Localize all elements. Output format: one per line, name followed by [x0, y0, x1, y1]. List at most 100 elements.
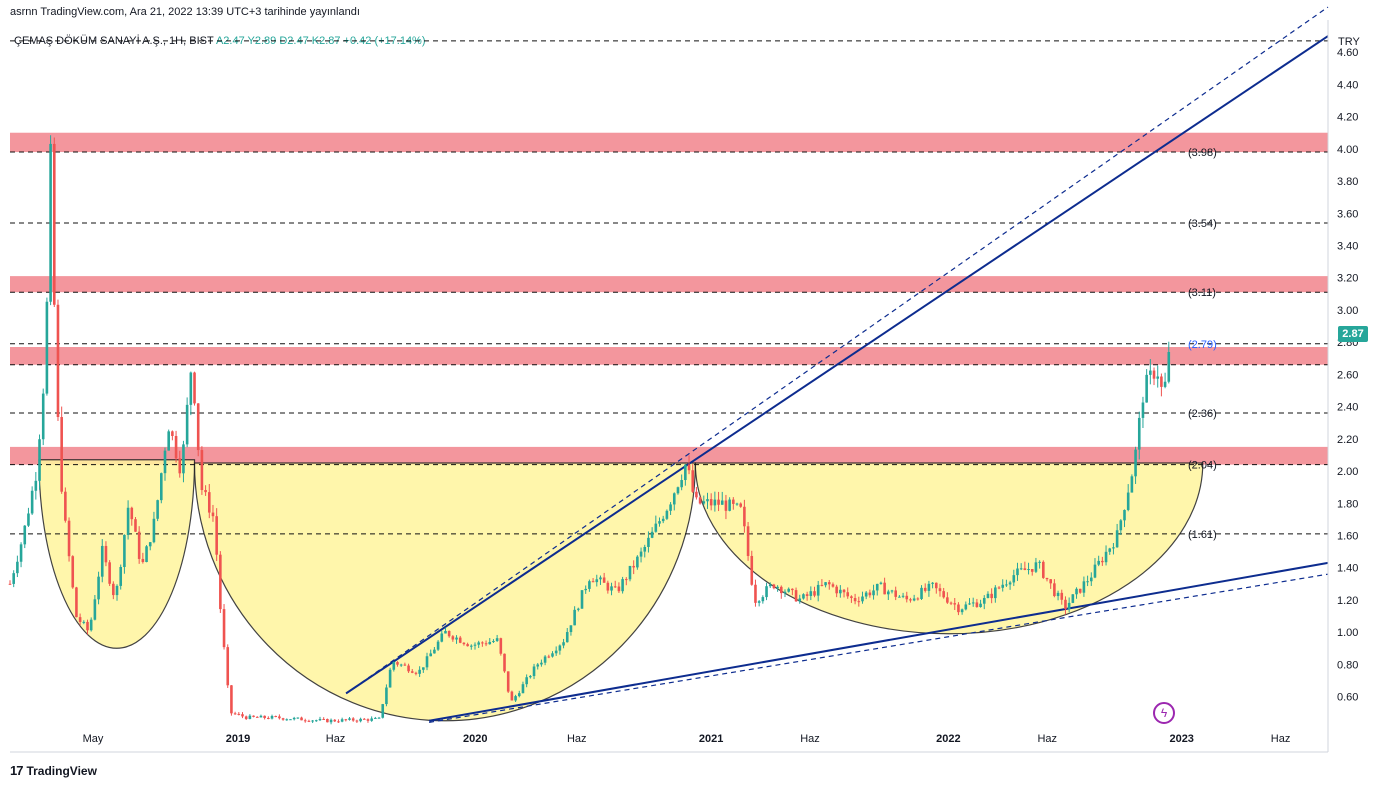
candle-body	[632, 565, 635, 568]
candle-body	[78, 617, 82, 622]
candle-body	[846, 592, 850, 597]
candle-body	[108, 562, 111, 584]
tradingview-logo-icon: 17	[10, 763, 24, 778]
candle-body	[237, 713, 241, 715]
candle-body	[636, 556, 639, 568]
candle-body	[1067, 602, 1071, 610]
candle-body	[728, 499, 731, 511]
candle-body	[12, 573, 15, 584]
candle-body	[241, 714, 244, 717]
candle-body	[410, 671, 414, 673]
candle-body	[1005, 584, 1008, 586]
candle-body	[267, 717, 270, 719]
candle-body	[200, 450, 204, 491]
lightning-icon[interactable]: ϟ	[1153, 702, 1175, 724]
candle-body	[1112, 547, 1115, 549]
candle-body	[481, 642, 484, 644]
candle-body	[831, 584, 835, 587]
candle-body	[45, 301, 49, 394]
candle-body	[669, 504, 672, 511]
candle-body	[577, 608, 580, 610]
candle-body	[34, 480, 38, 491]
candle-body	[543, 656, 547, 663]
candle-body	[606, 582, 610, 591]
candle-body	[643, 546, 647, 552]
candle-body	[152, 518, 156, 543]
candle-body	[754, 584, 757, 603]
candle-body	[1049, 579, 1052, 584]
candle-body	[492, 641, 495, 643]
candle-body	[765, 586, 768, 598]
candle-body	[691, 470, 695, 492]
candle-body	[403, 664, 407, 666]
candle-body	[318, 718, 322, 721]
candle-body	[130, 507, 134, 520]
x-tick-label-2: Haz	[326, 733, 346, 745]
candle-body	[842, 589, 846, 593]
candle-body	[418, 669, 421, 674]
candle-body	[385, 687, 388, 705]
candle-body	[698, 497, 702, 504]
candle-body	[861, 596, 864, 602]
candle-body	[824, 582, 827, 586]
candle-body	[732, 499, 735, 504]
candle-body	[263, 715, 266, 718]
candle-body	[285, 719, 289, 721]
candle-body	[1123, 509, 1126, 521]
candle-body	[222, 609, 226, 648]
candle-body	[56, 304, 60, 418]
candle-body	[1156, 376, 1160, 379]
candle-body	[916, 598, 920, 600]
candle-body	[82, 621, 86, 623]
candle-body	[337, 721, 340, 723]
candle-body	[613, 586, 617, 588]
candle-body	[757, 601, 761, 603]
candle-body	[506, 671, 510, 692]
candle-body	[791, 588, 794, 591]
y-tick-label-8: 3.00	[1337, 305, 1358, 317]
resistance-zone-3	[10, 446, 1328, 465]
candle-body	[997, 587, 1001, 589]
candle-body	[853, 598, 857, 602]
y-tick-label-15: 1.60	[1337, 531, 1358, 543]
candle-body	[809, 591, 813, 596]
candle-body	[647, 537, 650, 547]
candle-body	[1086, 581, 1089, 583]
candle-body	[794, 590, 798, 602]
candle-body	[392, 662, 396, 670]
candle-body	[451, 636, 455, 640]
candle-body	[230, 685, 233, 714]
candle-body	[93, 599, 97, 620]
candle-body	[1045, 577, 1049, 580]
candle-body	[189, 372, 193, 405]
candle-body	[278, 716, 281, 719]
candle-body	[750, 555, 754, 585]
candle-body	[126, 507, 130, 535]
candle-body	[1115, 530, 1119, 548]
candle-body	[1064, 599, 1067, 610]
candle-body	[466, 644, 469, 647]
candle-body	[289, 719, 292, 721]
y-tick-label-5: 3.60	[1337, 208, 1358, 220]
candle-body	[1126, 492, 1130, 510]
candle-body	[366, 719, 370, 721]
candle-body	[990, 593, 993, 599]
candle-body	[661, 518, 665, 522]
candle-body	[1134, 449, 1137, 477]
y-tick-label-3: 4.00	[1337, 144, 1358, 156]
candle-body	[599, 577, 602, 580]
candles	[8, 135, 1171, 725]
candle-body	[1082, 581, 1086, 593]
x-tick-label-7: 2022	[936, 733, 960, 745]
x-tick-label-0: May	[83, 733, 104, 745]
candle-body	[986, 593, 990, 598]
candle-body	[905, 595, 909, 600]
candle-body	[429, 653, 433, 657]
trend-line-1	[345, 6, 1329, 694]
y-tick-label-11: 2.40	[1337, 402, 1358, 414]
candle-body	[414, 672, 418, 674]
y-tick-label-2: 4.20	[1337, 112, 1358, 124]
candle-body	[650, 531, 654, 538]
y-tick-label-17: 1.20	[1337, 595, 1358, 607]
